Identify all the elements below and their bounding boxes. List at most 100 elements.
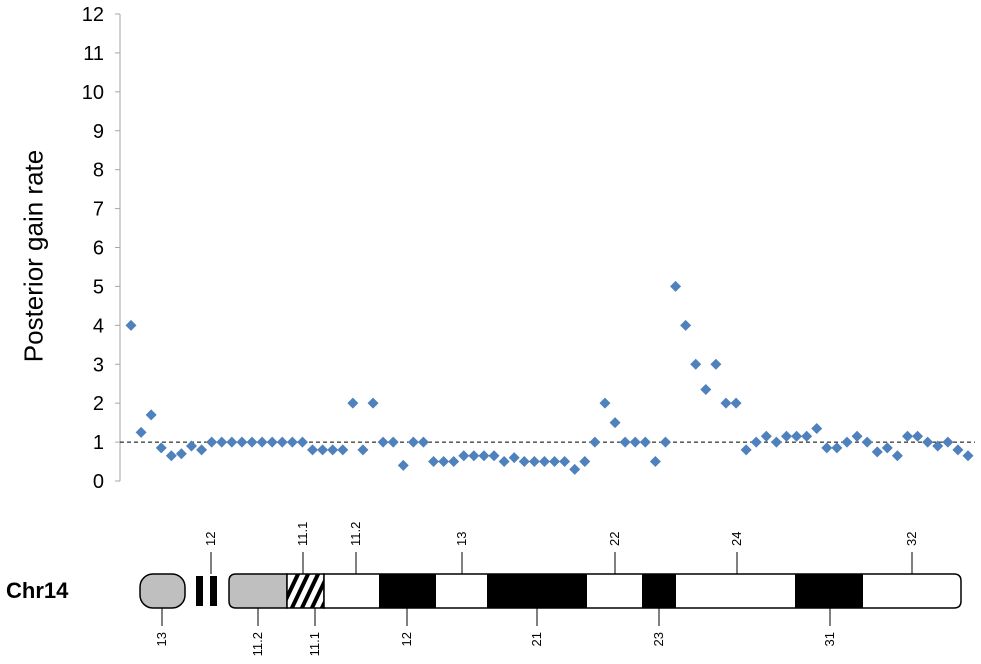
- data-point: [901, 430, 913, 442]
- data-point: [791, 430, 803, 442]
- data-point: [922, 436, 934, 448]
- data-point: [932, 440, 944, 452]
- data-point: [276, 436, 288, 448]
- data-point: [216, 436, 228, 448]
- data-point: [740, 444, 752, 456]
- short-arm-11-2: [228, 573, 288, 609]
- data-point: [337, 444, 349, 456]
- data-point: [387, 436, 399, 448]
- data-point: [266, 436, 278, 448]
- data-point: [347, 397, 359, 409]
- y-tick-label: 4: [93, 315, 104, 337]
- data-point: [659, 436, 671, 448]
- band-labels: 12 11.1 11.2 13 22 24 32 13 11.2 11.1 12 21 23 31: [154, 522, 919, 657]
- band-label-bottom: 11.1: [307, 632, 322, 656]
- data-point: [286, 436, 298, 448]
- y-tick-label: 6: [93, 238, 104, 260]
- data-point: [549, 456, 561, 468]
- y-tick-label: 8: [93, 160, 104, 182]
- data-point: [690, 358, 702, 370]
- data-point: [417, 436, 429, 448]
- data-point: [801, 430, 813, 442]
- data-point: [538, 456, 550, 468]
- band-label-bottom: 31: [822, 632, 837, 646]
- data-point: [498, 456, 510, 468]
- data-point: [367, 397, 379, 409]
- data-point: [649, 456, 661, 468]
- band-label-bottom: 13: [154, 632, 169, 646]
- short-arm-13: [139, 573, 186, 609]
- y-tick-label: 7: [93, 199, 104, 221]
- data-point: [680, 319, 692, 331]
- y-tick-label: 1: [93, 432, 104, 454]
- data-point: [710, 358, 722, 370]
- band-label-bottom: 21: [529, 632, 544, 646]
- data-point: [226, 436, 238, 448]
- band-label-top: 12: [203, 532, 218, 546]
- data-point: [760, 430, 772, 442]
- y-tick-label: 2: [93, 393, 104, 415]
- data-point: [589, 436, 601, 448]
- stalk-12-right: [210, 576, 217, 606]
- data-point: [397, 459, 409, 471]
- data-point: [528, 456, 540, 468]
- data-point: [831, 442, 843, 454]
- band-label-top: 11.1: [295, 522, 310, 546]
- data-point: [770, 436, 782, 448]
- band-label-top: 32: [904, 532, 919, 546]
- y-tick-label: 5: [93, 276, 104, 298]
- data-point: [700, 384, 712, 396]
- data-point: [458, 450, 470, 462]
- data-point: [871, 446, 883, 458]
- data-point: [609, 417, 621, 429]
- data-point: [135, 426, 147, 438]
- data-point: [730, 397, 742, 409]
- data-point: [296, 436, 308, 448]
- band-q23: [642, 574, 676, 608]
- data-point: [196, 444, 208, 456]
- data-point: [448, 456, 460, 468]
- data-point: [377, 436, 389, 448]
- data-point: [236, 436, 248, 448]
- band-q12: [379, 574, 436, 608]
- data-point: [518, 456, 530, 468]
- data-point: [811, 422, 823, 434]
- data-point: [488, 450, 500, 462]
- data-point: [942, 436, 954, 448]
- data-point: [670, 280, 682, 292]
- data-point: [327, 444, 339, 456]
- data-point: [468, 450, 480, 462]
- data-point: [438, 456, 450, 468]
- band-label-bottom: 23: [651, 632, 666, 646]
- data-point: [428, 456, 440, 468]
- data-point: [962, 450, 974, 462]
- y-tick-label: 9: [93, 121, 104, 143]
- band-label-bottom: 12: [399, 632, 414, 646]
- data-point: [750, 436, 762, 448]
- data-point: [821, 442, 833, 454]
- data-point: [881, 442, 893, 454]
- data-point: [357, 444, 369, 456]
- data-point: [912, 430, 924, 442]
- data-points: [125, 280, 974, 475]
- data-point: [861, 436, 873, 448]
- y-tick-label: 11: [83, 43, 104, 65]
- data-point: [841, 436, 853, 448]
- data-point: [639, 436, 651, 448]
- band-label-top: 24: [729, 532, 744, 546]
- y-tick-label: 12: [82, 4, 104, 26]
- data-point: [599, 397, 611, 409]
- data-point: [579, 456, 591, 468]
- data-point: [780, 430, 792, 442]
- band-label-bottom: 11.2: [250, 632, 265, 656]
- y-axis-label: Posterior gain rate: [18, 149, 49, 363]
- data-point: [629, 436, 641, 448]
- data-point: [508, 452, 520, 464]
- data-point: [246, 436, 258, 448]
- data-point: [569, 463, 581, 475]
- data-point: [307, 444, 319, 456]
- data-point: [720, 397, 732, 409]
- band-label-top: 22: [607, 532, 622, 546]
- data-point: [155, 442, 167, 454]
- y-tick-label: 0: [93, 471, 104, 493]
